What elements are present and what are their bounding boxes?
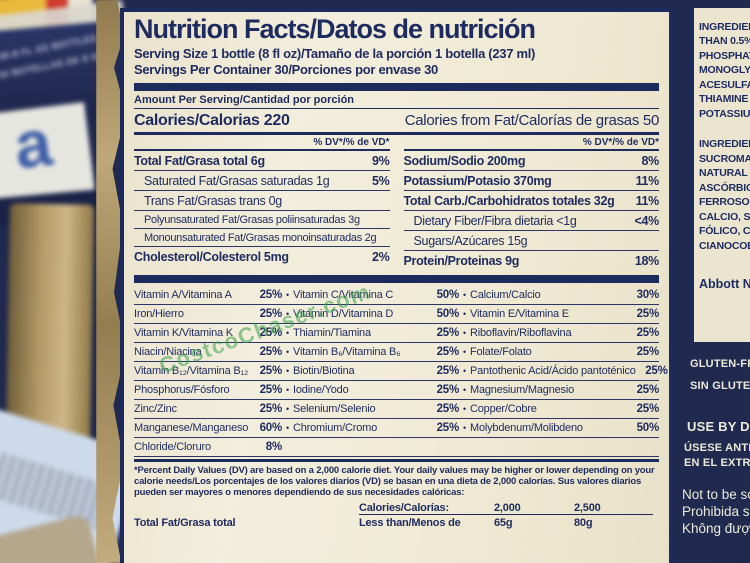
ingredients-es-line: NATURAL Y A xyxy=(699,167,750,180)
sin-gluten-line: SIN GLUTEN. A xyxy=(690,380,750,392)
notice-es-line: Prohibida su xyxy=(682,504,750,519)
ingredients-en-line: THAN 0.5% xyxy=(699,35,750,48)
amount-per-serving-line: Amount Per Serving/Cantidad por porción xyxy=(134,94,659,109)
brand-letter-a: a xyxy=(10,104,56,183)
bullet-icon: • xyxy=(286,328,289,339)
notice-en-line: Not to be so xyxy=(682,487,750,502)
bullet-icon: • xyxy=(286,309,289,320)
dv-2500: 2,500 xyxy=(574,501,601,514)
en-el-extremo-line: EN EL EXTRE xyxy=(684,457,750,469)
ingredients-es-line: INGREDIENTE xyxy=(699,138,750,151)
vitamin-row: Zinc/Zinc 25% • Selenium/Selenio 25% • Coppe… xyxy=(134,400,659,419)
nutrient-row: Protein/Proteinas 9g 18% xyxy=(403,253,660,268)
ingredients-en-line: ACESULFAM xyxy=(699,78,750,91)
bullet-icon: • xyxy=(463,366,466,377)
bullet-icon: • xyxy=(463,328,466,339)
nutrient-row: Sodium/Sodio 200mg 8% xyxy=(403,151,659,171)
nutrient-row: Dietary Fiber/Fibra dietaria <1g <4% xyxy=(403,211,659,231)
dv-2000: 2,000 xyxy=(494,501,521,514)
vitamins-table: Vitamin A/Vitamina A 25% • Vitamin C/Vitam… xyxy=(134,286,668,457)
nutrient-row: Monounsaturated Fat/Grasas monoinsaturad… xyxy=(134,229,390,247)
vitamin-row: Phosphorus/Fósforo 25% • Iodine/Yodo 25% • M… xyxy=(134,381,659,400)
bullet-icon: • xyxy=(463,290,466,301)
dv-calories-label: Calories/Calorías: xyxy=(359,501,449,514)
ingredients-es-line: SUCROMALT, xyxy=(699,152,750,165)
vitamin-row: Iron/Hierro 25% • Vitamin D/Vitamina D 50% •… xyxy=(134,305,659,324)
nutrient-row: Saturated Fat/Grasas saturadas 1g 5% xyxy=(134,171,390,191)
dv-reference-table: Calories/Calorías: 2,000 2,500 Total Fat… xyxy=(134,500,659,530)
nutrient-columns: % DV*/% de VD* Total Fat/Grasa total 6g … xyxy=(134,135,659,270)
bullet-icon: • xyxy=(463,309,466,320)
bullet-icon: • xyxy=(286,423,289,434)
vitamin-row: Manganese/Manganeso 60% • Chromium/Cromo 25… xyxy=(134,419,659,438)
section-bar xyxy=(134,82,659,91)
nutrient-row: Potassium/Potasio 370mg 11% xyxy=(403,171,659,191)
nutrition-label: Nutrition Facts/Datos de nutrición Servi… xyxy=(120,8,673,563)
footnote-text: *Percent Daily Values (DV) are based on … xyxy=(134,464,655,499)
calories-text: Calories/Calorias xyxy=(134,111,260,129)
calories-from-fat-value: 50 xyxy=(642,111,659,129)
nutrient-row: Trans Fat/Grasas trans 0g xyxy=(134,191,390,211)
section-bar xyxy=(134,458,659,462)
label-title: Nutrition Facts/Datos de nutrición xyxy=(134,14,536,44)
nutrient-row: Total Fat/Grasa total 6g 9% xyxy=(134,151,390,171)
abbott-line: Abbott Nut xyxy=(699,277,750,292)
ingredients-es-line: FERROSO, ACE xyxy=(699,196,750,209)
bullet-icon: • xyxy=(463,423,466,434)
section-bar xyxy=(134,274,659,283)
bullet-icon: • xyxy=(463,404,466,415)
bullet-icon: • xyxy=(286,366,289,377)
nutrient-column-left: % DV*/% de VD* Total Fat/Grasa total 6g … xyxy=(134,135,390,270)
nutrient-column-right: % DV*/% de VD* Sodium/Sodio 200mg 8% Pot… xyxy=(403,135,660,270)
vitamin-row: Vitamin A/Vitamina A 25% • Vitamin C/Vitam… xyxy=(134,286,659,305)
vitamin-row: Vitamin K/Vitamina K 25% • Thiamin/Tiamina… xyxy=(134,324,659,343)
nutrient-row: Cholesterol/Colesterol 5mg 2% xyxy=(134,249,390,264)
nutrient-row: Polyunsaturated Fat/Grasas poliinsaturad… xyxy=(134,211,390,229)
calories-label: Calories/Calorias 220 xyxy=(134,112,290,130)
calories-row: Calories/Calorias 220 Calories from Fat/… xyxy=(134,109,659,135)
calories-from-fat-text: Calories from Fat/Calorías de grasas xyxy=(404,111,640,129)
calories-value: 220 xyxy=(263,111,290,129)
nutrient-row: Total Carb./Carbohidratos totales 32g 11… xyxy=(403,191,659,211)
ingredients-en-line: PHOSPHAT xyxy=(699,49,750,62)
vitamin-row: Vitamin B₁₂/Vitamina B₁₂ 25% • Biotin/Biot… xyxy=(134,362,668,381)
calories-from-fat: Calories from Fat/Calorías de grasas 50 xyxy=(404,111,660,129)
bullet-icon: • xyxy=(463,385,466,396)
dv-header: % DV*/% de VD* xyxy=(134,135,390,151)
dv-table-header-row: Calories/Calorías: 2,000 2,500 xyxy=(134,500,659,516)
ingredients-es-line: FÓLICO, CLOR xyxy=(699,225,750,238)
vitamin-row: Niacin/Niacina 25% • Vitamin B₆/Vitamina B… xyxy=(134,343,659,362)
ingredients-en-block: INGREDIEN THAN 0.5% PHOSPHAT MONOGLYC AC… xyxy=(699,20,750,121)
bullet-icon: • xyxy=(286,404,289,415)
use-by-date-line: USE BY DATE xyxy=(687,419,750,434)
ingredients-en-line: MONOGLYC xyxy=(699,64,750,77)
serving-size-line: Serving Size 1 bottle (8 fl oz)/Tamaño d… xyxy=(134,45,536,61)
bullet-icon: • xyxy=(463,347,466,358)
dv-table-row: Total Fat/Grasa total Less than/Menos de… xyxy=(134,516,593,529)
servings-per-container-line: Servings Per Container 30/Porciones por … xyxy=(134,62,438,78)
ingredients-es-line: ASCÓRBICO, C xyxy=(699,181,750,194)
ingredients-en-line: THIAMINE C xyxy=(699,93,750,106)
usese-antes-line: ÚSESE ANTE xyxy=(684,442,750,454)
bullet-icon: • xyxy=(286,385,289,396)
right-panel: INGREDIEN THAN 0.5% PHOSPHAT MONOGLYC AC… xyxy=(690,8,750,342)
cardboard-column xyxy=(5,203,95,443)
bullet-icon: • xyxy=(286,347,289,358)
ingredients-es-line: CIANOCOBALA xyxy=(699,239,750,252)
ingredients-en-line: POTASSIUM xyxy=(699,107,750,120)
vitamin-row: Chloride/Cloruro 8% xyxy=(134,438,659,457)
ingredients-es-line: CALCIO, SULFA xyxy=(699,210,750,223)
dv-header: % DV*/% de VD* xyxy=(403,135,659,151)
ingredients-en-line: INGREDIEN xyxy=(699,21,750,33)
nutrient-row: Sugars/Azúcares 15g xyxy=(403,231,659,251)
notice-vi-line: Không được xyxy=(682,521,750,536)
ingredients-es-block: INGREDIENTE SUCROMALT, NATURAL Y A ASCÓR… xyxy=(699,137,750,253)
gluten-free-line: GLUTEN-FREE xyxy=(690,358,750,370)
bullet-icon: • xyxy=(286,290,289,301)
